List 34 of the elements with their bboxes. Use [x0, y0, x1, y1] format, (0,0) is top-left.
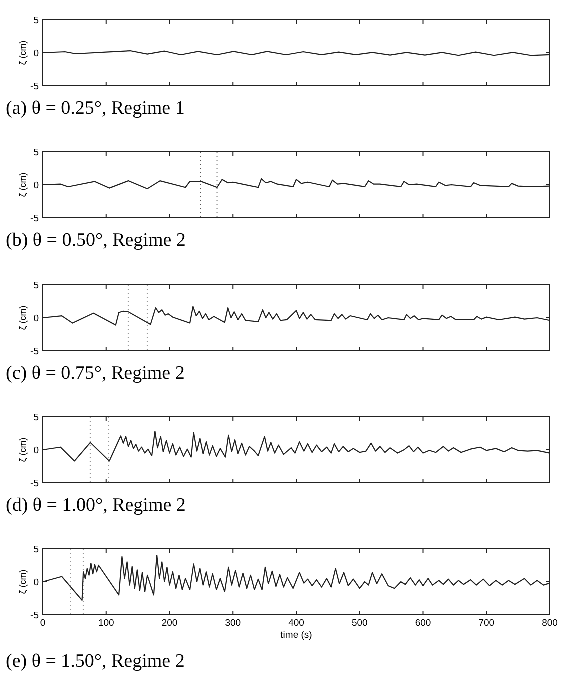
y-axis-title: ζ (cm): [18, 570, 28, 594]
y-tick-label: 5: [34, 412, 39, 424]
text: (b) θ = 0.50°, Regime 2: [6, 230, 186, 251]
x-tick-label: 500: [352, 618, 368, 629]
text: (e) θ = 1.50°, Regime 2: [6, 651, 185, 672]
x-tick-label: 200: [162, 618, 178, 629]
y-axis-title: ζ (cm): [18, 438, 28, 462]
x-tick-label: 600: [415, 618, 432, 629]
x-tick-label: 700: [478, 618, 495, 629]
y-tick-label: 0: [34, 446, 39, 456]
y-tick-label: -5: [30, 214, 39, 224]
y-tick-label: 0: [34, 180, 39, 192]
x-tick-label: 300: [225, 618, 242, 629]
y-tick-label: 0: [34, 48, 39, 60]
y-tick-label: 5: [34, 148, 39, 158]
y-tick-label: 5: [34, 280, 39, 292]
y-axis-title: ζ (cm): [18, 40, 28, 66]
y-tick-label: -5: [30, 478, 39, 490]
x-tick-label: 800: [542, 618, 558, 629]
y-tick-label: 0: [34, 314, 39, 324]
y-tick-label: -5: [30, 346, 39, 358]
y-tick-label: -5: [30, 82, 39, 92]
y-axis-title: ζ (cm): [18, 306, 28, 330]
text: (d) θ = 1.00°, Regime 2: [6, 495, 186, 516]
x-axis-title: time (s): [280, 630, 312, 641]
y-axis-title: ζ (cm): [18, 172, 28, 198]
y-tick-label: 5: [34, 544, 39, 556]
x-tick-label: 100: [98, 618, 114, 629]
x-tick-label: 400: [288, 618, 304, 629]
text: (c) θ = 0.75°, Regime 2: [6, 363, 185, 384]
y-tick-label: 0: [34, 578, 39, 588]
y-tick-label: 5: [34, 16, 39, 26]
text: (a) θ = 0.25°, Regime 1: [6, 98, 185, 119]
y-tick-label: -5: [30, 610, 39, 622]
